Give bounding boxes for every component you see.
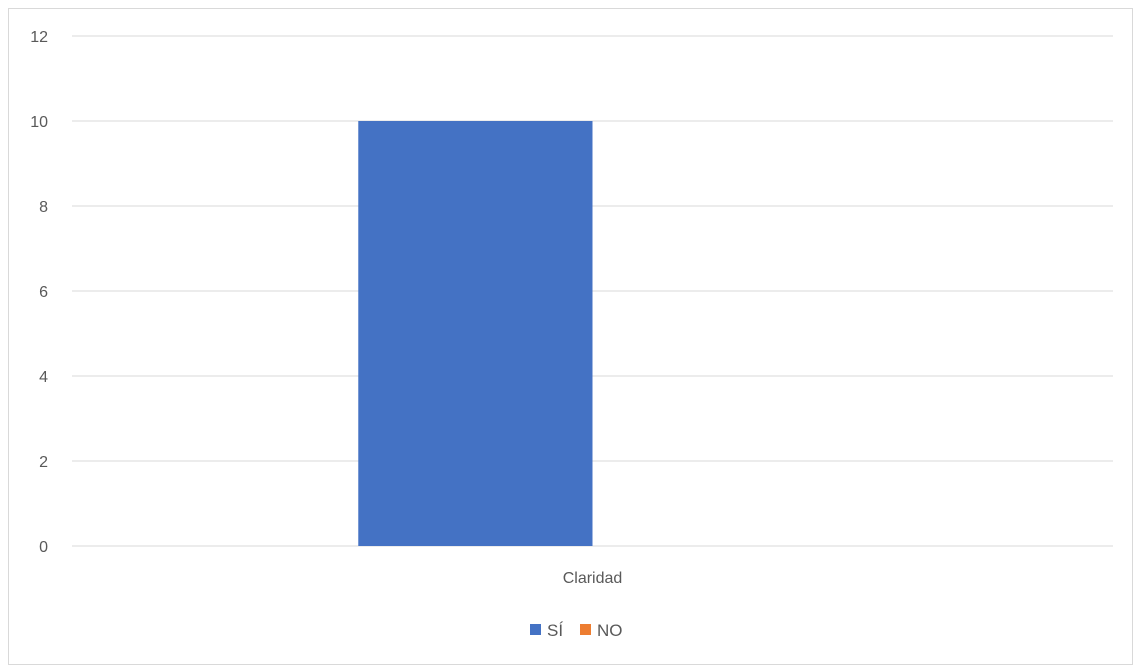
y-tick-label: 4 [39,369,48,386]
legend: SÍ NO [530,621,623,640]
legend-label: NO [597,621,623,640]
y-axis-ticks: 0 2 4 6 8 10 12 [30,29,48,556]
y-tick-label: 2 [39,454,48,471]
bar-si [358,121,593,546]
x-axis: Claridad [563,570,623,587]
legend-swatch [580,624,591,635]
legend-swatch [530,624,541,635]
y-tick-label: 0 [39,539,48,556]
x-category-label: Claridad [563,570,623,587]
y-tick-label: 10 [30,114,48,131]
bars [358,121,593,546]
y-tick-label: 12 [30,29,48,46]
y-tick-label: 8 [39,199,48,216]
legend-label: SÍ [547,621,563,640]
y-tick-label: 6 [39,284,48,301]
